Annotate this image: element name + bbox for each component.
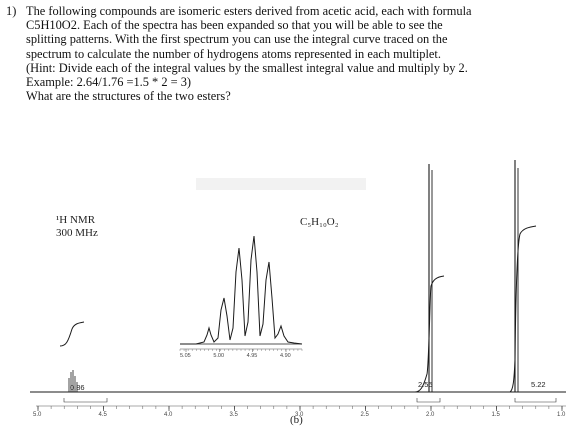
question-text: 1) The following compounds are isomeric e… <box>6 4 568 103</box>
panel-label: (b) <box>290 414 303 426</box>
molecular-formula: C₅H₁₀O₂ <box>300 216 339 228</box>
nmr-nucleus: ¹H NMR <box>56 214 96 226</box>
axis-tick-label: 4.5 <box>98 412 107 418</box>
question-line-2: C5H10O2. Each of the spectra has been ex… <box>26 18 443 33</box>
axis-tick-label: 2.0 <box>426 412 435 418</box>
integral-curve-5ppm <box>59 321 85 347</box>
question-line-6: Example: 2.64/1.76 =1.5 * 2 = 3) <box>26 75 192 90</box>
integral-value-1: 0.86 <box>70 383 85 392</box>
question-line-1: 1) The following compounds are isomeric e… <box>6 4 472 18</box>
axis-tick-label: 2.5 <box>360 412 369 418</box>
question-line-3: splitting patterns. With the first spect… <box>26 32 448 47</box>
integral-curve-2ppm <box>414 275 445 393</box>
integral-value-2: 2.55 <box>418 380 433 389</box>
integral-bracket-1 <box>63 398 108 403</box>
question-line-5: (Hint: Divide each of the integral value… <box>26 60 468 75</box>
integral-curve-1ppm <box>509 225 537 393</box>
axis-tick-label: 1.5 <box>491 412 500 418</box>
inset-tick-label: 5.05 <box>180 353 191 359</box>
question-line-4: spectrum to calculate the number of hydr… <box>26 46 441 61</box>
faint-background-strip <box>196 178 366 190</box>
axis-tick-label: 3.0 <box>295 412 304 418</box>
axis-tick-label: 1.0 <box>557 412 566 418</box>
integral-bracket-3 <box>514 398 557 403</box>
question-number: 1) <box>6 4 17 18</box>
axis-tick-label: 4.0 <box>164 412 173 418</box>
peak-2ppm <box>428 164 433 392</box>
integral-bracket-2 <box>416 398 441 403</box>
axis-tick-label: 3.5 <box>229 412 238 418</box>
nmr-title: ¹H NMR 300 MHz <box>56 214 98 240</box>
ppm-axis-ticks <box>37 406 563 411</box>
inset-tick-label: 5.00 <box>213 353 225 359</box>
inset-tick-label: 4.95 <box>246 353 258 359</box>
nmr-spectrum: ¹H NMR 300 MHz C₅H₁₀O₂ (b) 0.86 2.55 5.2… <box>0 130 574 442</box>
axis-tick-label: 5.0 <box>33 412 42 418</box>
integral-value-3: 5.22 <box>531 380 546 389</box>
inset-tick-label: 4.90 <box>280 353 291 359</box>
nmr-frequency: 300 MHz <box>56 227 98 239</box>
question-line-7: What are the structures of the two ester… <box>26 89 231 104</box>
peak-group-5ppm <box>68 370 78 392</box>
nmr-spectrum-plot <box>30 160 566 411</box>
inset-expansion <box>179 235 303 352</box>
